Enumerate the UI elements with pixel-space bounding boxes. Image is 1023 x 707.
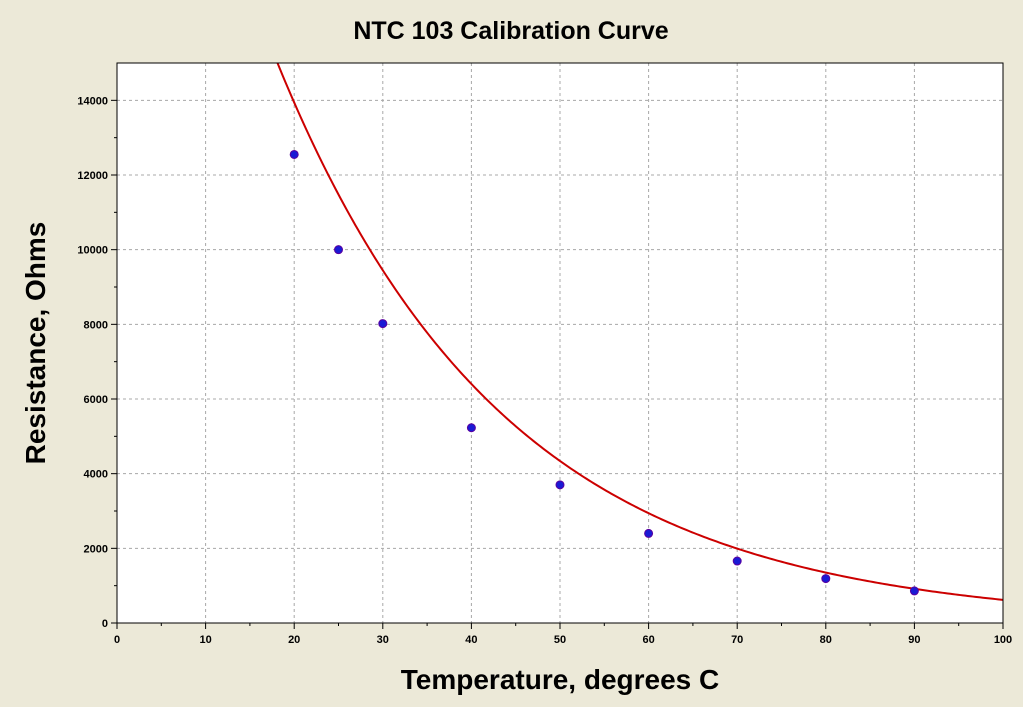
x-tick-label: 20 — [288, 634, 300, 646]
y-tick-label: 0 — [102, 618, 108, 630]
y-tick-label: 14000 — [77, 95, 108, 107]
y-axis-label: Resistance, Ohms — [20, 222, 51, 465]
x-tick-label: 80 — [820, 634, 832, 646]
y-tick-label: 10000 — [77, 245, 108, 257]
x-tick-label: 100 — [994, 634, 1012, 646]
chart-title: NTC 103 Calibration Curve — [353, 17, 668, 45]
data-point — [555, 480, 565, 490]
series-line-fit — [276, 63, 1003, 601]
data-point — [909, 586, 919, 596]
data-point — [644, 528, 654, 538]
y-tick-label: 6000 — [84, 394, 108, 406]
fit-curve-layer — [276, 63, 1003, 601]
y-tick-label: 4000 — [84, 469, 108, 481]
x-tick-label: 70 — [731, 634, 743, 646]
y-tick-label: 12000 — [77, 170, 108, 182]
grid-lines — [117, 63, 1003, 623]
data-point — [334, 245, 343, 255]
y-tick-label: 2000 — [84, 543, 108, 555]
data-point — [732, 556, 742, 566]
y-tick-labels: 0 2000 4000 6000 8000 10000 12000 14000 — [77, 95, 108, 630]
data-point — [289, 149, 299, 159]
x-tick-label: 90 — [908, 634, 920, 646]
x-tick-label: 10 — [199, 634, 211, 646]
x-tick-label: 50 — [554, 634, 566, 646]
data-point — [821, 574, 831, 584]
plot-area — [116, 62, 1004, 624]
x-axis-label: Temperature, degrees C — [401, 664, 720, 695]
plot-frame — [116, 62, 1004, 624]
x-tick-label: 40 — [465, 634, 477, 646]
x-tick-labels: 0 10 20 30 40 50 60 70 80 90 100 — [114, 634, 1012, 646]
x-tick-label: 30 — [377, 634, 389, 646]
y-tick-label: 8000 — [84, 319, 108, 331]
data-point — [378, 319, 388, 329]
x-tick-label: 60 — [642, 634, 654, 646]
data-point — [466, 423, 476, 433]
x-tick-label: 0 — [114, 634, 120, 646]
data-points — [289, 149, 919, 596]
